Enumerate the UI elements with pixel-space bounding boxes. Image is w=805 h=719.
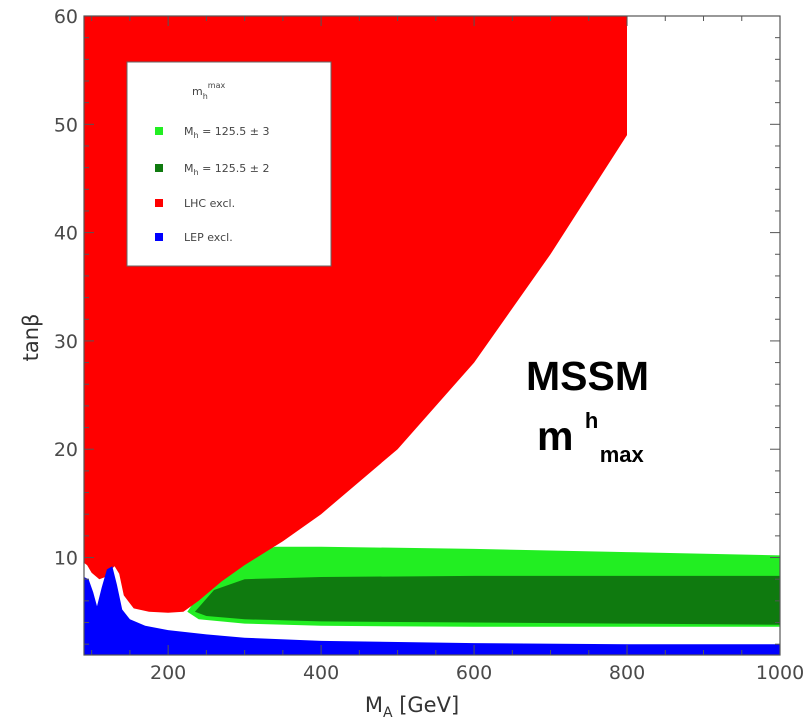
legend-label: Mh = 125.5 ± 3 — [184, 125, 270, 140]
y-tick-label: 10 — [54, 548, 78, 570]
legend-label: LEP excl. — [184, 231, 233, 244]
annotation: MSSM m h max — [526, 353, 649, 467]
x-tick-label: 400 — [303, 662, 339, 684]
legend-title: mhmax — [192, 81, 225, 101]
y-tick-label: 30 — [54, 331, 78, 353]
annotation-mssm: MSSM — [526, 353, 649, 399]
y-tick-label: 60 — [54, 6, 78, 28]
y-tick-label: 50 — [54, 114, 78, 136]
annotation-sub: max — [600, 442, 645, 467]
annotation-m: m — [537, 413, 573, 459]
legend-label: Mh = 125.5 ± 2 — [184, 162, 270, 177]
x-axis-title: MA [GeV] — [365, 693, 459, 719]
x-tick-label: 800 — [609, 662, 645, 684]
legend-swatch — [155, 164, 163, 172]
region-m-h-125-5-2 — [194, 575, 780, 625]
x-tick-label: 1000 — [756, 662, 804, 684]
plot-frame — [83, 15, 781, 656]
annotation-mhmax: m h max — [537, 391, 645, 467]
y-axis-title: tanβ — [19, 314, 43, 362]
axes: 200 400 600 800 1000 10 20 30 40 50 60 MA [GeV] tanβ — [19, 6, 804, 719]
legend: mhmax Mh = 125.5 ± 3 Mh = 125.5 ± 2 LHC exc… — [126, 61, 332, 267]
y-tick-label: 20 — [54, 439, 78, 461]
annotation-sup: h — [585, 408, 598, 433]
x-tick-label: 200 — [150, 662, 186, 684]
x-tick-label: 600 — [456, 662, 492, 684]
y-tick-label: 40 — [54, 223, 78, 245]
legend-swatch — [155, 199, 163, 207]
region-lep-excl- — [84, 566, 780, 655]
legend-swatch — [155, 233, 163, 241]
legend-swatch — [155, 127, 163, 135]
legend-label: LHC excl. — [184, 197, 235, 210]
